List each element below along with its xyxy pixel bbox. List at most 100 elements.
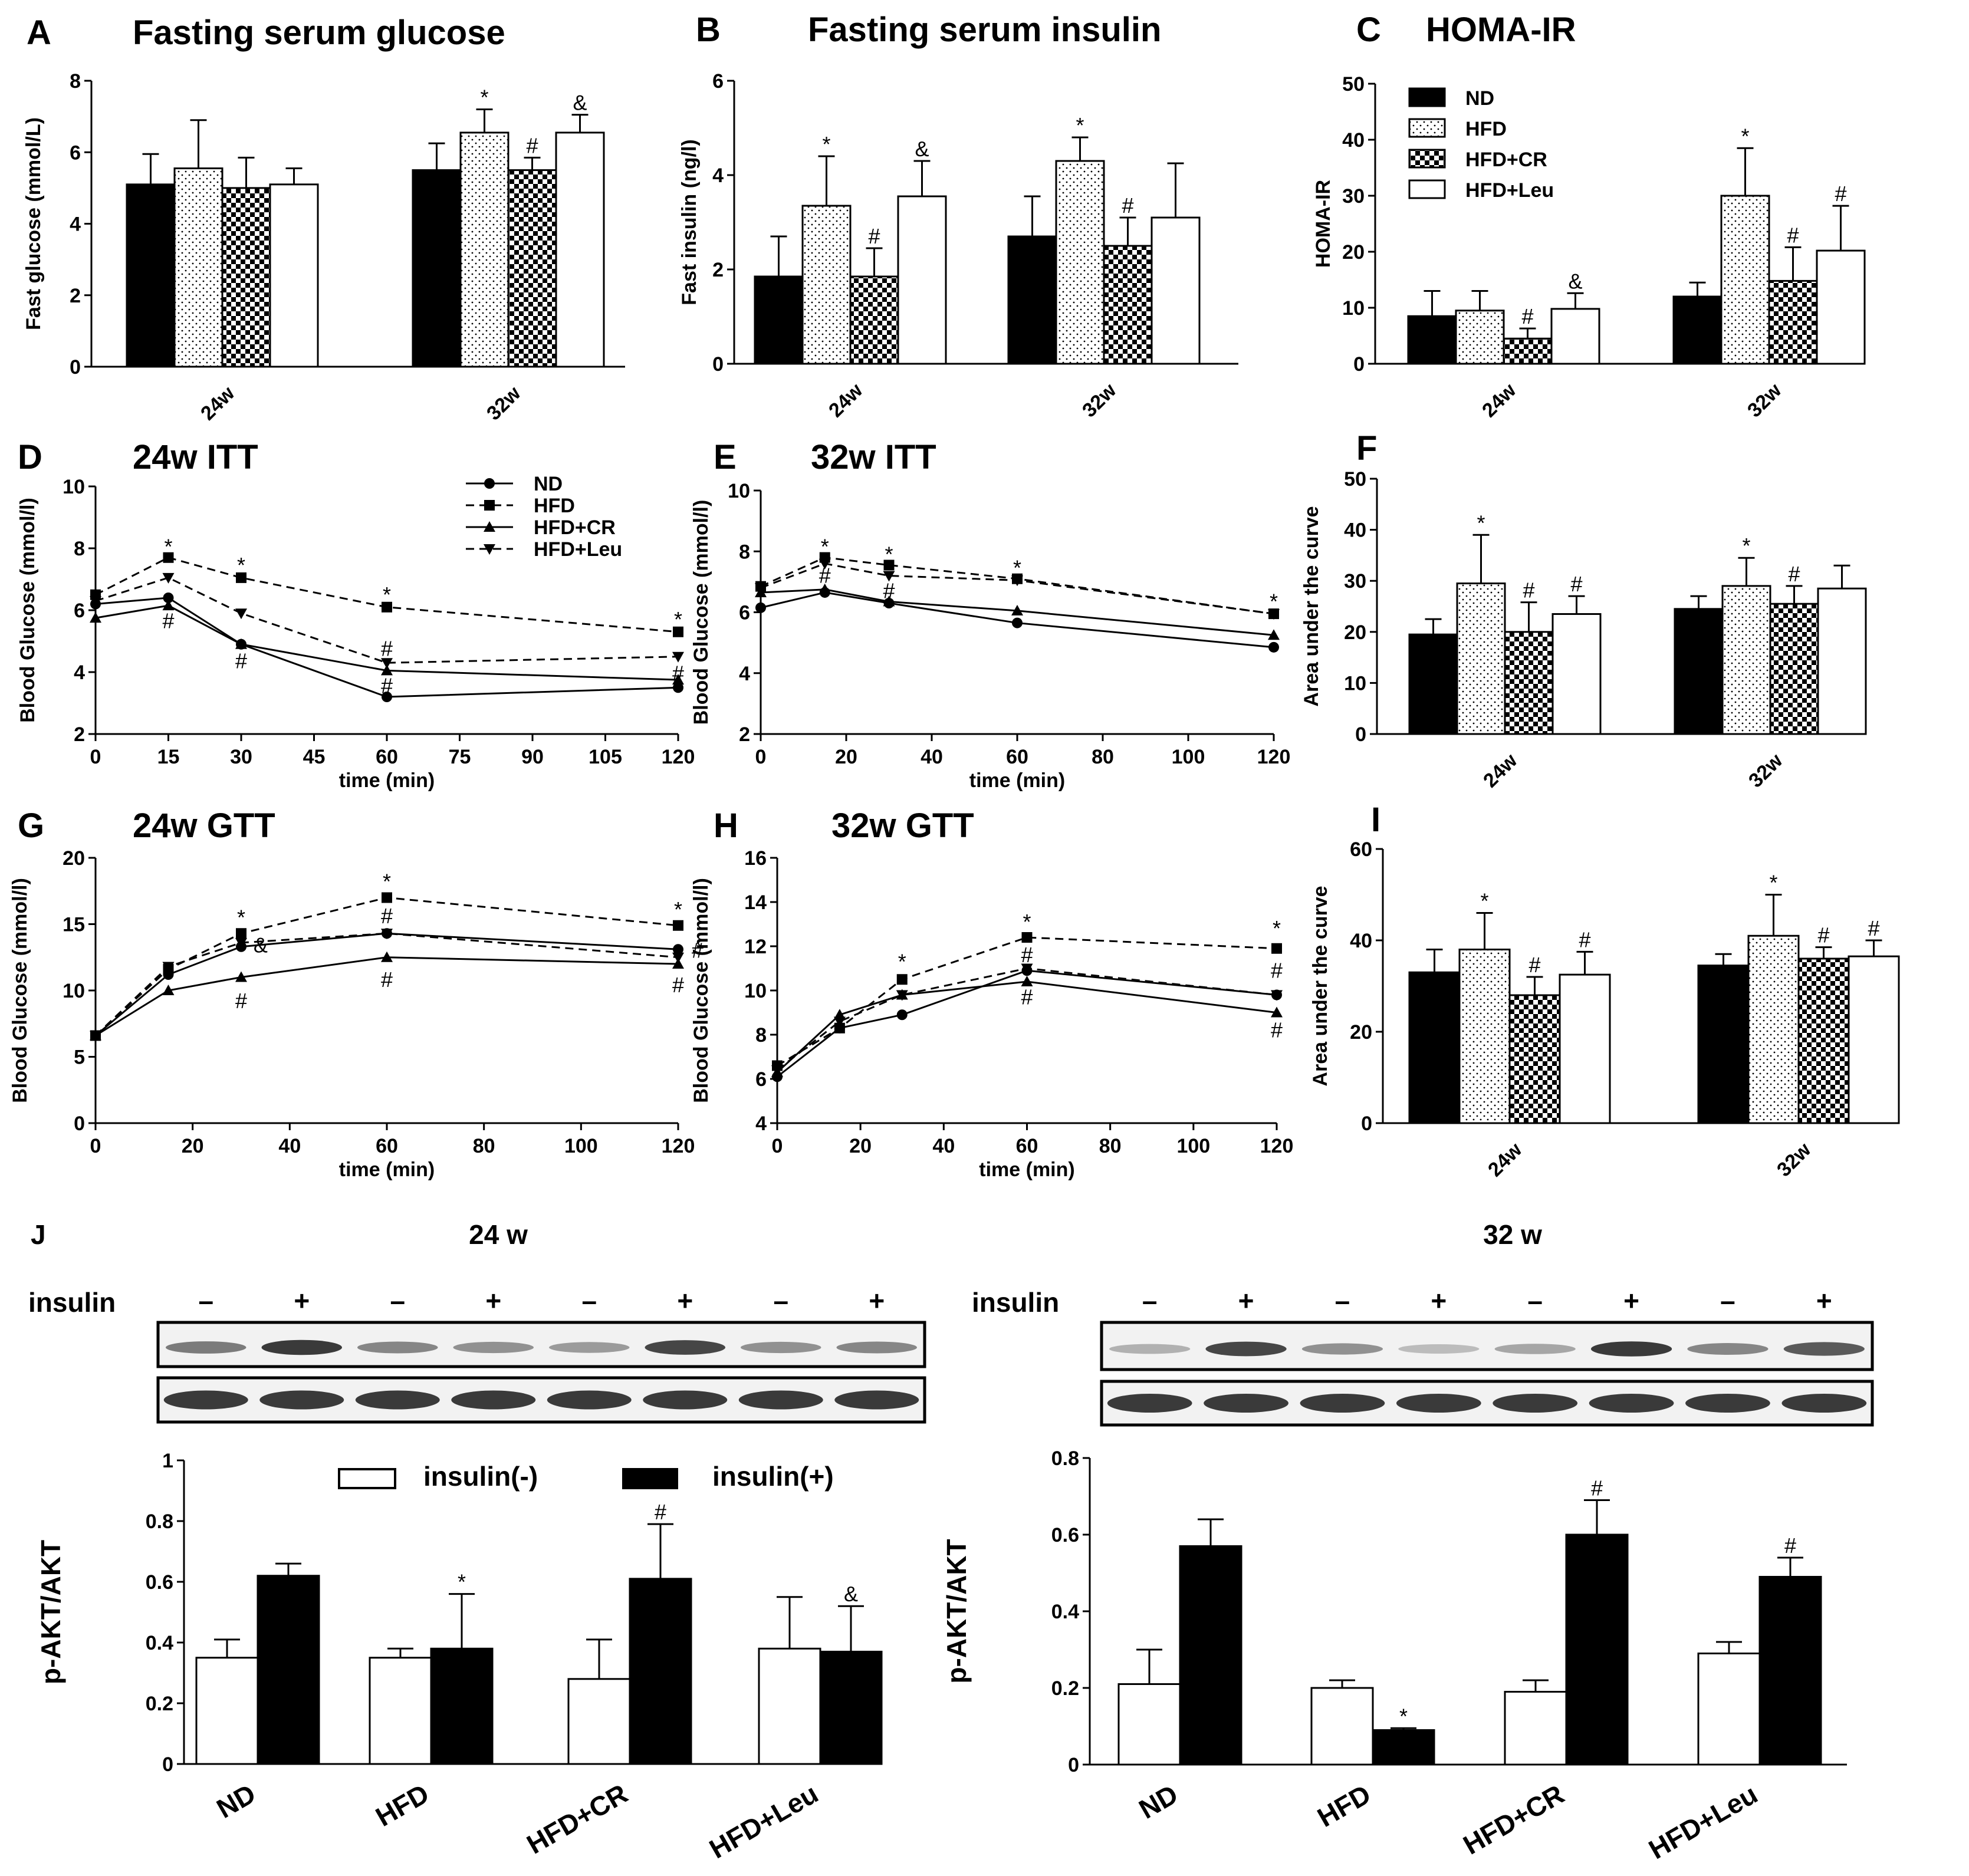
y-tick-label: 10 xyxy=(63,980,85,1002)
marker-triangle xyxy=(1011,604,1023,616)
x-tick-label: 100 xyxy=(1172,746,1205,768)
significance-mark: * xyxy=(383,870,391,894)
y-tick-label: 0 xyxy=(162,1753,173,1776)
x-tick-label: 20 xyxy=(182,1135,204,1157)
blot-title: 32 w xyxy=(1483,1219,1542,1250)
y-tick-label: 0.6 xyxy=(1051,1524,1079,1546)
bar-insulin-plus xyxy=(629,1578,692,1765)
bar-nd xyxy=(1408,971,1461,1124)
blot-band xyxy=(1590,1341,1672,1357)
significance-mark: # xyxy=(692,939,704,963)
y-axis-label: Blood Glucose (mmol/l) xyxy=(690,878,712,1103)
y-axis-label: Blood Glucose (mmol/l) xyxy=(17,498,39,723)
bar-insulin-plus xyxy=(1565,1533,1629,1766)
y-tick-label: 0.2 xyxy=(146,1693,173,1715)
significance-mark: * xyxy=(1741,124,1749,148)
marker-square xyxy=(673,920,683,931)
panel-title: Fasting serum insulin xyxy=(808,11,1161,49)
bar-hfd xyxy=(1747,934,1800,1124)
significance-mark: # xyxy=(1817,923,1829,947)
legend-swatch xyxy=(1408,118,1446,138)
bar-nd xyxy=(1408,633,1458,735)
bar-insulin-minus xyxy=(567,1678,631,1765)
panel-title: 32w ITT xyxy=(811,438,936,476)
series-line-hfd-leu xyxy=(777,967,1277,1071)
marker-triangle-down xyxy=(1268,609,1280,620)
blot-band xyxy=(1685,1394,1770,1413)
bar-insulin-minus xyxy=(1310,1687,1374,1766)
significance-mark: * xyxy=(458,1570,466,1594)
marker-square xyxy=(236,572,246,583)
bar-insulin-minus xyxy=(758,1647,821,1765)
bar-hfd-leu xyxy=(1848,955,1900,1124)
x-category-label: HFD+CR xyxy=(1458,1779,1569,1861)
x-tick-label: 0 xyxy=(772,1135,783,1157)
marker-circle xyxy=(755,602,766,613)
significance-mark: # xyxy=(381,904,393,928)
y-tick-label: 10 xyxy=(1344,672,1366,695)
marker-square xyxy=(883,559,895,571)
x-tick-label: 60 xyxy=(376,746,398,768)
insulin-sign: + xyxy=(1623,1285,1639,1316)
x-tick-label: 0 xyxy=(90,746,101,768)
insulin-sign: – xyxy=(198,1285,213,1316)
significance-mark: * xyxy=(480,85,488,110)
y-tick-label: 60 xyxy=(1350,838,1372,861)
insulin-label: insulin xyxy=(28,1287,116,1318)
y-tick-label: 2 xyxy=(70,285,81,307)
y-tick-label: 8 xyxy=(70,70,81,93)
y-tick-label: 50 xyxy=(1344,468,1366,491)
x-tick-label: 120 xyxy=(662,746,695,768)
x-tick-label: 0 xyxy=(755,746,767,768)
blot-band xyxy=(549,1342,630,1353)
y-tick-label: 0 xyxy=(1068,1754,1079,1776)
marker-circle xyxy=(673,682,683,693)
bar-hfd-cr xyxy=(1504,631,1554,735)
series-line-hfd xyxy=(760,557,1274,615)
significance-mark: * xyxy=(1480,889,1488,913)
marker-triangle-down xyxy=(771,1065,783,1076)
x-tick-label: 30 xyxy=(230,746,252,768)
marker-square xyxy=(382,892,392,903)
x-tick-label: 75 xyxy=(449,746,471,768)
x-tick-label: 60 xyxy=(376,1135,398,1157)
bar-insulin-minus xyxy=(1117,1683,1181,1766)
panel-letter: F xyxy=(1356,429,1377,468)
x-category-label: ND xyxy=(211,1778,261,1824)
marker-triangle-down xyxy=(819,558,831,570)
marker-triangle xyxy=(484,521,495,532)
panel-letter: B xyxy=(696,11,721,49)
significance-mark: # xyxy=(1784,1533,1796,1558)
insulin-sign: – xyxy=(1527,1285,1543,1316)
y-axis-label: Blood Glucose (mmol/l) xyxy=(690,500,712,725)
blot-band xyxy=(547,1390,632,1410)
bar-hfd xyxy=(1720,195,1770,365)
bar-nd xyxy=(126,183,176,368)
panel-title: 24w GTT xyxy=(133,807,275,845)
marker-triangle xyxy=(672,674,684,685)
y-axis-label: Area under the curve xyxy=(1309,886,1332,1086)
marker-square xyxy=(1271,943,1282,954)
y-tick-label: 10 xyxy=(63,476,85,498)
x-tick-label: 100 xyxy=(1176,1135,1210,1157)
y-tick-label: 6 xyxy=(712,70,724,93)
blot-band xyxy=(1109,1344,1191,1354)
legend-swatch xyxy=(338,1468,396,1489)
x-tick-label: 100 xyxy=(564,1135,598,1157)
marker-triangle-down xyxy=(833,1016,846,1028)
y-tick-label: 0 xyxy=(1355,723,1366,746)
x-tick-label: 120 xyxy=(662,1135,695,1157)
blot-band xyxy=(1301,1343,1383,1355)
blot-band xyxy=(166,1341,246,1354)
marker-triangle xyxy=(381,951,393,962)
x-axis-label: time (min) xyxy=(339,1158,435,1181)
legend-label: insulin(-) xyxy=(423,1461,538,1492)
bar-hfd xyxy=(801,205,852,365)
legend-label: ND xyxy=(1465,87,1494,110)
y-tick-label: 2 xyxy=(739,723,750,746)
insulin-sign: + xyxy=(1816,1285,1832,1316)
legend-label: HFD xyxy=(534,495,575,517)
significance-mark: # xyxy=(1528,953,1540,977)
marker-triangle-down xyxy=(381,658,393,669)
y-tick-label: 0.8 xyxy=(1051,1447,1079,1470)
